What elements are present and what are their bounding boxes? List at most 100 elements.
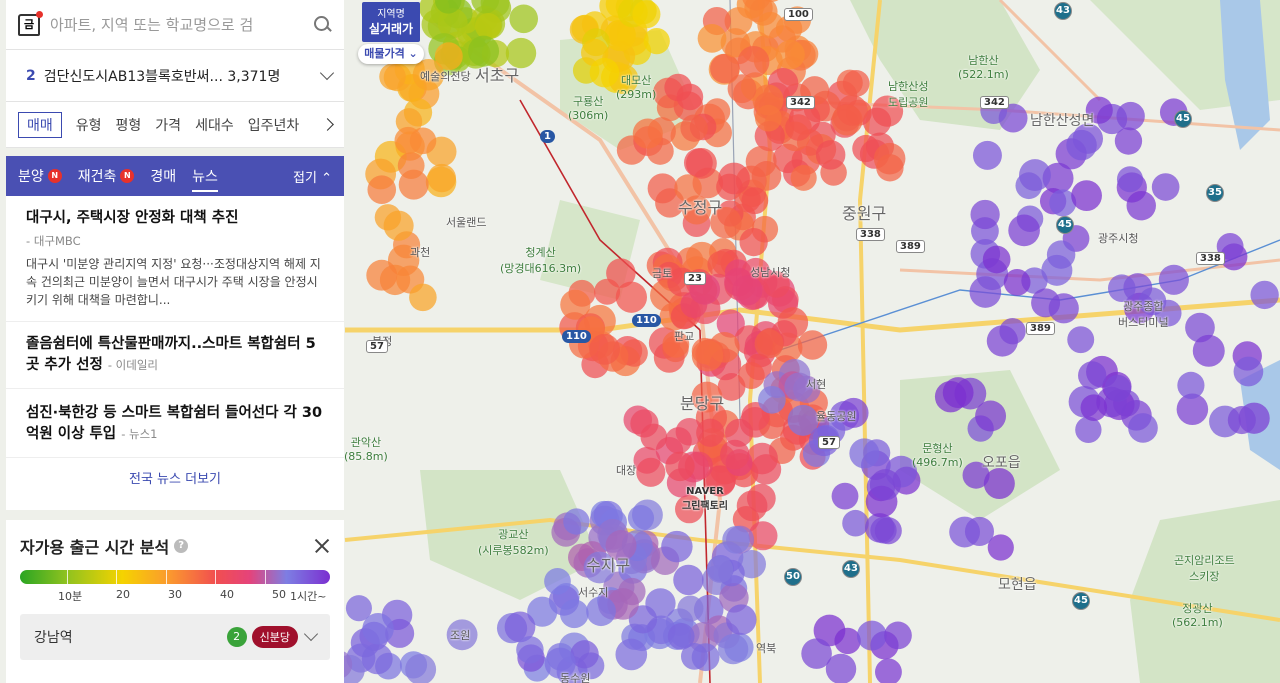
chevron-down-icon[interactable] bbox=[319, 65, 335, 80]
label-opo: 오포읍 bbox=[982, 455, 1021, 471]
commute-dot bbox=[875, 658, 902, 683]
close-icon[interactable] bbox=[314, 538, 330, 554]
commute-dot bbox=[727, 74, 757, 104]
commute-dot bbox=[1176, 393, 1209, 426]
terrain bbox=[420, 0, 1280, 683]
destination-select[interactable]: 강남역 2 신분당 bbox=[20, 614, 330, 660]
commute-dot bbox=[764, 0, 779, 2]
notification-dot bbox=[36, 10, 43, 18]
route-45-shield: 45 bbox=[1174, 110, 1192, 128]
commute-dot bbox=[1008, 214, 1040, 247]
commute-dot bbox=[664, 73, 692, 102]
commute-dot bbox=[1227, 406, 1256, 435]
search-icon[interactable] bbox=[314, 15, 332, 34]
commute-dot bbox=[871, 95, 904, 127]
filter-price[interactable]: 가격 bbox=[155, 117, 182, 134]
region-price-toggle[interactable]: 지역명 실거래가 bbox=[362, 2, 420, 42]
commute-dot bbox=[662, 330, 690, 358]
tab-news[interactable]: 뉴스 bbox=[192, 166, 218, 192]
info-tabs: 분양 N 재건축 N 경매 뉴스 접기 ⌃ bbox=[6, 156, 344, 196]
tab-auction[interactable]: 경매 bbox=[150, 169, 177, 185]
commute-dot bbox=[1080, 394, 1108, 421]
tab-presale[interactable]: 분양 N bbox=[18, 166, 62, 186]
commute-dot bbox=[983, 468, 1015, 500]
commute-dot bbox=[627, 504, 655, 532]
selected-complex[interactable]: 2 검단신도시AB13블록호반써... 3,371명 bbox=[6, 50, 344, 102]
commute-dot bbox=[615, 281, 648, 313]
commute-dot bbox=[869, 469, 901, 501]
filter-age[interactable]: 입주년차 bbox=[247, 117, 300, 134]
label-gwangju: 광주시청 bbox=[1098, 232, 1139, 245]
chevron-right-icon[interactable] bbox=[321, 118, 334, 131]
commute-dot bbox=[745, 146, 777, 177]
tab-rebuild[interactable]: 재건축 N bbox=[78, 166, 135, 186]
commute-dot bbox=[849, 438, 880, 469]
commute-dot bbox=[527, 596, 558, 627]
route-342b-shield: 342 bbox=[980, 96, 1009, 109]
help-icon[interactable]: ? bbox=[174, 539, 189, 553]
commute-dot bbox=[722, 525, 750, 554]
commute-dot bbox=[758, 386, 786, 414]
commute-dot bbox=[665, 451, 695, 482]
route-45b-shield: 45 bbox=[1056, 216, 1074, 234]
news-item[interactable]: 섬진·북한강 등 스마트 복합쉼터 들어선다 각 30억원 이상 투입 - 뉴스… bbox=[6, 389, 344, 458]
commute-dot bbox=[594, 278, 621, 305]
commute-dot bbox=[942, 377, 974, 408]
commute-dot bbox=[589, 57, 620, 88]
fold-button[interactable]: 접기 ⌃ bbox=[293, 170, 332, 186]
tick-label: 20 bbox=[116, 588, 130, 601]
listing-price-button[interactable]: 매물가격 ⌄ bbox=[358, 44, 424, 64]
filter-households[interactable]: 세대수 bbox=[195, 117, 234, 134]
tab-rebuild-label: 재건축 bbox=[77, 169, 117, 185]
commute-dot bbox=[677, 595, 704, 622]
filter-size[interactable]: 평형 bbox=[115, 117, 142, 134]
commute-dot bbox=[724, 267, 753, 297]
label-namhan: 남한산 (522.1m) bbox=[958, 54, 1009, 81]
tick-label: 40 bbox=[220, 588, 234, 601]
filter-trade[interactable]: 매매 bbox=[18, 111, 62, 138]
search-input[interactable] bbox=[50, 15, 314, 34]
commute-dot bbox=[683, 148, 713, 178]
home-logo-icon[interactable]: 금 bbox=[18, 10, 43, 36]
chevron-down-icon[interactable] bbox=[303, 626, 319, 642]
tick-label: 1시간~ bbox=[290, 590, 327, 603]
commute-dot bbox=[962, 461, 990, 489]
commute-dot bbox=[720, 28, 751, 58]
commute-dot bbox=[754, 104, 782, 132]
commute-dot bbox=[742, 0, 771, 11]
commute-dot bbox=[583, 551, 616, 584]
commute-dot bbox=[856, 620, 887, 651]
commute-dot bbox=[589, 333, 621, 365]
commute-dot bbox=[1048, 293, 1079, 324]
commute-dot bbox=[787, 404, 819, 436]
commute-dot bbox=[748, 521, 778, 551]
commute-dot bbox=[643, 28, 670, 55]
filter-bar: 매매 유형 평형 가격 세대수 입주년차 bbox=[6, 102, 344, 148]
commute-dot bbox=[876, 154, 904, 182]
commute-dot bbox=[838, 397, 869, 428]
commute-dot bbox=[987, 534, 1014, 561]
commute-dot bbox=[825, 653, 857, 683]
commute-dot bbox=[397, 152, 425, 180]
news-item[interactable]: 졸음쉼터에 특산물판매까지..스마트 복합쉼터 5곳 추가 선정 - 이데일리 bbox=[6, 322, 344, 389]
commute-dot bbox=[797, 330, 828, 360]
commute-dot bbox=[737, 45, 770, 78]
more-news-link[interactable]: 전국 뉴스 더보기 bbox=[129, 472, 221, 487]
filter-type[interactable]: 유형 bbox=[75, 117, 102, 134]
commute-dot bbox=[691, 381, 723, 413]
label-dongsu: 동수원 bbox=[560, 672, 591, 683]
route-43b-shield: 43 bbox=[842, 560, 860, 578]
commute-dot bbox=[725, 418, 754, 447]
news-item[interactable]: 대구시, 주택시장 안정화 대책 추진 - 대구MBC 대구시 '미분양 관리지… bbox=[6, 196, 344, 322]
commute-dot bbox=[757, 11, 784, 39]
commute-header: 자가용 출근 시간 분석 ? bbox=[20, 534, 330, 558]
label-gwanak: 관악산 (85.8m) bbox=[344, 436, 388, 463]
commute-dot bbox=[706, 556, 734, 583]
complex-count: 2 bbox=[26, 67, 36, 84]
commute-dot bbox=[516, 636, 544, 664]
commute-dot bbox=[836, 95, 868, 126]
commute-dot bbox=[1085, 96, 1113, 124]
commute-dot bbox=[434, 42, 463, 71]
